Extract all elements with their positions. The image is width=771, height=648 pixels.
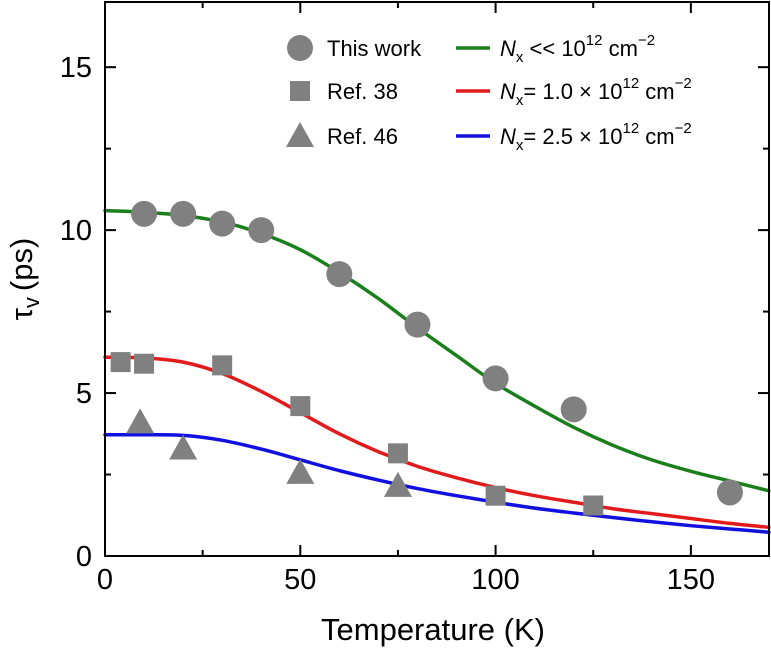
legend-label-fit: Nx << 1012 cm−2 bbox=[500, 32, 655, 66]
legend-fit-var: N bbox=[500, 36, 516, 61]
legend-label-series: This work bbox=[327, 36, 422, 61]
legend-fit-mantissa: 10 bbox=[561, 36, 585, 61]
fit-curve-2 bbox=[103, 355, 771, 530]
point-this-work bbox=[248, 217, 275, 244]
y-axis-title-unit: (ps) bbox=[4, 238, 39, 291]
point-ref-46 bbox=[126, 408, 155, 434]
point-ref-38 bbox=[212, 355, 233, 376]
y-tick-label: 0 bbox=[76, 541, 92, 573]
y-tick-label: 15 bbox=[60, 52, 92, 84]
x-tick-label: 50 bbox=[284, 564, 316, 596]
y-tick-label: 10 bbox=[60, 215, 92, 247]
point-this-work bbox=[170, 200, 197, 227]
legend-fit-var: N bbox=[500, 79, 516, 104]
legend-fit-unit-exp: −2 bbox=[675, 75, 692, 92]
legend-fit-rel: << bbox=[523, 36, 561, 61]
fit-curve-3 bbox=[103, 432, 771, 534]
point-this-work bbox=[326, 261, 353, 288]
point-this-work bbox=[482, 365, 509, 392]
data-points bbox=[110, 200, 743, 516]
point-ref-38 bbox=[290, 396, 311, 417]
point-ref-38 bbox=[583, 495, 604, 516]
point-this-work bbox=[404, 311, 431, 338]
point-this-work bbox=[209, 210, 236, 237]
point-ref-46 bbox=[169, 434, 198, 460]
legend-marker-circle bbox=[287, 35, 313, 61]
point-ref-38 bbox=[485, 485, 506, 506]
legend-label-series: Ref. 38 bbox=[327, 79, 398, 104]
legend-fit-exp: 12 bbox=[623, 120, 640, 137]
point-ref-38 bbox=[134, 353, 155, 374]
legend-fit-unit: cm bbox=[639, 79, 674, 104]
point-ref-38 bbox=[387, 443, 408, 464]
legend-fit-rel: = 2.5 × bbox=[523, 124, 598, 149]
plot-frame bbox=[104, 1, 770, 557]
point-this-work bbox=[560, 396, 587, 423]
legend-fit-mantissa: 10 bbox=[598, 124, 622, 149]
y-tick-label: 5 bbox=[76, 378, 92, 410]
point-this-work bbox=[716, 479, 743, 506]
legend-marker-triangle bbox=[286, 122, 314, 147]
y-axis-title: τv (ps) bbox=[4, 238, 44, 321]
legend-marker-square bbox=[290, 81, 310, 101]
x-tick-label: 0 bbox=[97, 564, 113, 596]
legend-fit-var: N bbox=[500, 124, 516, 149]
y-axis-title-subscript: v bbox=[19, 297, 44, 308]
point-this-work bbox=[131, 200, 158, 227]
legend-fit-unit: cm bbox=[602, 36, 637, 61]
axes: 0 50 100 150 0 5 10 15 bbox=[60, 2, 769, 596]
x-tick-label: 150 bbox=[667, 564, 715, 596]
point-ref-46 bbox=[383, 471, 412, 497]
legend-label-fit: Nx= 1.0 × 1012 cm−2 bbox=[500, 75, 692, 109]
legend-fit-unit-exp: −2 bbox=[675, 120, 692, 137]
legend-fit-rel: = 1.0 × bbox=[523, 79, 598, 104]
y-axis-title-symbol: τ bbox=[4, 308, 39, 320]
point-ref-46 bbox=[286, 458, 315, 484]
legend-fit-unit: cm bbox=[639, 124, 674, 149]
legend-fit-mantissa: 10 bbox=[598, 79, 622, 104]
legend-fit-sub: x bbox=[516, 137, 524, 154]
legend-fit-exp: 12 bbox=[623, 75, 640, 92]
x-tick-label: 100 bbox=[471, 564, 519, 596]
fit-curves bbox=[103, 208, 771, 534]
x-axis-title: Temperature (K) bbox=[321, 612, 545, 647]
legend-label-fit: Nx= 2.5 × 1012 cm−2 bbox=[500, 120, 692, 154]
legend-fit-sub: x bbox=[516, 92, 524, 109]
legend-label-series: Ref. 46 bbox=[327, 124, 398, 149]
point-ref-38 bbox=[110, 352, 131, 373]
legend-fit-unit-exp: −2 bbox=[638, 32, 655, 49]
legend-fit-exp: 12 bbox=[586, 32, 603, 49]
fit-curve-1 bbox=[103, 208, 771, 493]
legend-fit-sub: x bbox=[516, 49, 524, 66]
